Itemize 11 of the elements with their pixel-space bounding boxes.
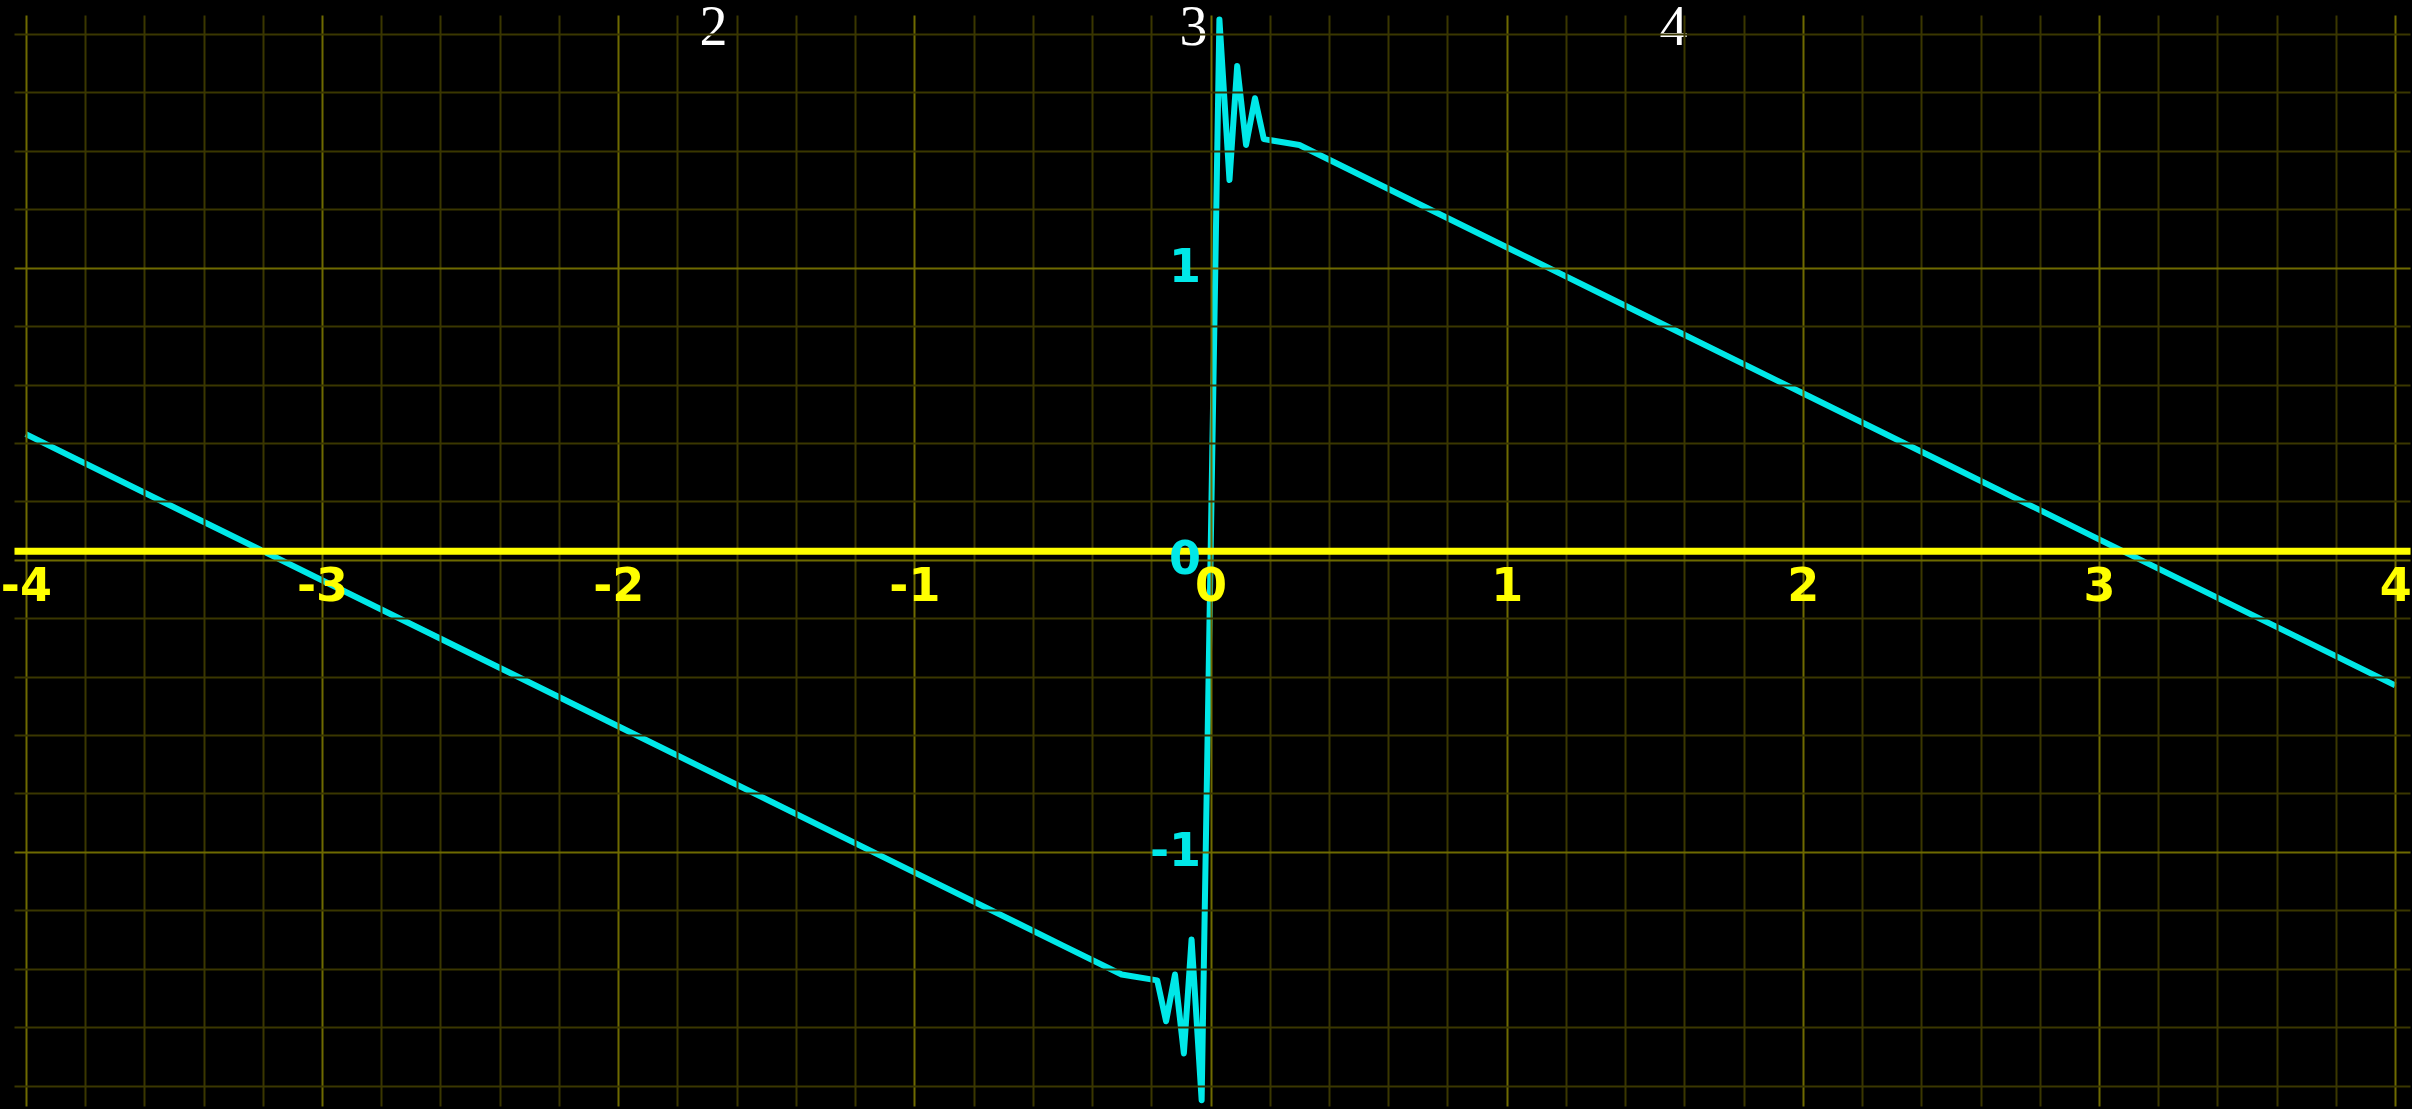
x-tick-label: 1	[1491, 558, 1524, 613]
annotation: 2	[699, 0, 728, 57]
x-tick-label: -2	[593, 558, 645, 613]
x-tick-label: -1	[889, 558, 941, 613]
x-tick-label: 4	[2379, 558, 2412, 613]
annotation: 3	[1179, 0, 1208, 57]
x-tick-label: 3	[2083, 558, 2116, 613]
x-tick-label: 2	[1787, 558, 1820, 613]
x-tick-label: -4	[0, 558, 52, 613]
y-tick-label: -1	[1149, 823, 1202, 878]
y-tick-label: 1	[1168, 239, 1202, 294]
